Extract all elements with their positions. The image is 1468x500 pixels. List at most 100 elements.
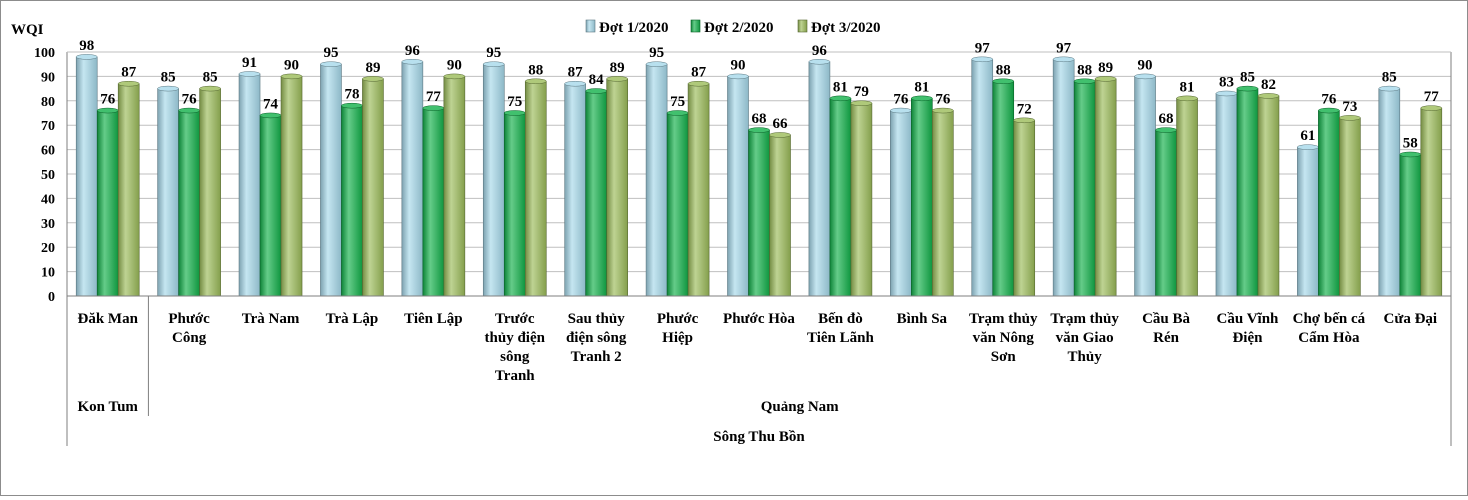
bar [1134,76,1156,297]
data-label: 85 [1240,70,1255,86]
bar-cap [971,56,993,63]
data-label: 88 [996,62,1011,78]
bar [1176,98,1198,297]
data-label: 66 [773,116,789,132]
bar [1399,154,1422,297]
bar [808,61,831,297]
data-label: 89 [610,60,625,76]
bar [503,112,526,297]
bar-cap [606,76,628,82]
bar-cap [96,107,119,114]
data-label: 90 [447,57,462,73]
bar [117,83,140,297]
y-tick-label: 10 [41,266,55,281]
bar [932,110,954,297]
data-label: 77 [1424,89,1440,105]
bar-cap [525,78,547,85]
bar [1378,88,1401,297]
bar [1339,117,1361,297]
bar [1013,120,1036,297]
data-label: 68 [752,111,767,127]
bar-cap [850,100,873,106]
data-label: 83 [1219,74,1234,90]
bar [606,78,628,297]
bar-cap [259,112,282,119]
bar-cap [401,59,424,65]
bar [75,56,98,297]
data-label: 81 [914,79,929,95]
bar [666,112,689,297]
bar-cap [666,110,689,116]
data-label: 75 [670,94,685,110]
y-tick-label: 70 [41,119,55,134]
data-label: 75 [507,94,522,110]
bar-cap [1073,78,1096,85]
legend-label: Đợt 1/2020 [599,20,669,36]
bar [585,90,607,297]
bar [1420,107,1443,297]
data-label: 95 [486,45,501,61]
bar-cap [1155,127,1177,133]
y-tick-label: 20 [41,241,55,256]
bar-cap [117,80,140,87]
data-label: 85 [1382,70,1397,86]
bar-cap [911,95,933,102]
bar-cap [157,85,179,92]
x-tick-label: Bình Sa [897,311,948,327]
bar-cap [1339,115,1361,121]
bar [687,83,710,297]
data-label: 89 [1098,60,1113,76]
bar [727,76,749,297]
bar-cap [1257,93,1280,99]
bar [482,63,505,297]
y-tick-label: 50 [41,168,55,183]
bar [850,102,873,297]
bar [1094,78,1117,297]
bar [911,98,933,297]
bar-cap [1236,85,1259,92]
data-label: 76 [100,92,116,108]
data-label: 97 [1056,40,1072,56]
bar [157,88,179,297]
bar-cap [727,73,749,80]
bar-cap [890,107,912,114]
bar-cap [1013,117,1035,124]
bar-cap [1399,151,1422,158]
bar-cap [829,95,852,102]
bar [259,115,282,297]
x-tick-label: Cầu Vĩnh Điện [1217,311,1279,346]
bar-cap [645,61,668,67]
bar-cap [687,80,710,87]
y-axis-label: WQI [11,22,44,38]
x-tick-label: Phước Công [168,311,210,346]
bar-cap [1215,90,1238,97]
bar [320,63,342,297]
bar [971,59,994,297]
data-label: 90 [1138,57,1153,73]
data-label: 87 [691,65,707,81]
legend-swatch [585,19,596,33]
data-label: 76 [1321,92,1337,108]
bar-cap [362,76,384,82]
bar-cap [748,127,770,133]
data-label: 76 [182,92,198,108]
data-label: 90 [731,57,746,73]
bar-cap [932,107,954,114]
bar-cap [320,61,342,67]
bar [199,88,221,297]
bar-cap [1378,85,1401,92]
x-tick-label: Đăk Man [77,311,138,327]
x-tick-label: Cửa Đại [1383,311,1437,327]
bar [1236,88,1259,297]
y-tick-label: 60 [41,144,55,159]
data-label: 88 [1077,62,1092,78]
data-label: 76 [935,92,951,108]
x-tick-label: Cầu Bà Rén [1142,311,1190,346]
data-label: 91 [242,55,257,71]
data-label: 89 [365,60,380,76]
bar [96,110,119,297]
bar-cap [1134,73,1156,80]
group-label: Quảng Nam [761,399,839,415]
data-label: 58 [1403,135,1418,151]
